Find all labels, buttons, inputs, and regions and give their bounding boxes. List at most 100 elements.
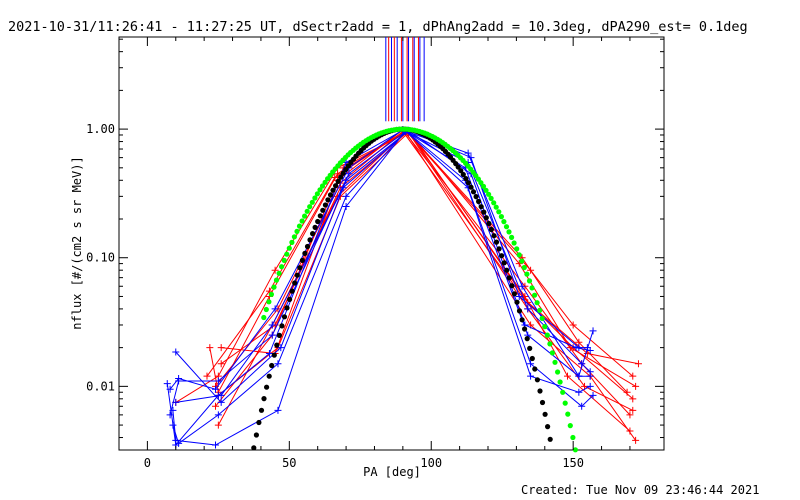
- fit-green-dot-16: [302, 213, 308, 219]
- fit-black-dot-91: [483, 215, 489, 221]
- x-tick-label-0: 0: [144, 456, 151, 470]
- fit-green-dot-114: [552, 359, 558, 365]
- series-15-point-8: [583, 344, 591, 352]
- series-9-point-7: [518, 282, 526, 290]
- fit-green-dot-15: [299, 218, 305, 224]
- fit-curve-green: [261, 126, 579, 453]
- series-5-point-0: [203, 372, 211, 380]
- series-0-point-2: [271, 266, 279, 274]
- fit-green-dot-92: [496, 209, 502, 215]
- fit-green-dot-94: [501, 219, 507, 225]
- fit-green-dot-103: [524, 271, 530, 277]
- series-10-point-4: [345, 170, 353, 178]
- fit-green-dot-99: [514, 246, 520, 252]
- fit-curves: [251, 126, 579, 453]
- fit-black-dot-33: [335, 178, 341, 184]
- series-13-point-1: [175, 375, 183, 383]
- series-0-point-6: [563, 372, 571, 380]
- series-10-point-2: [214, 377, 222, 385]
- fit-green-dot-110: [542, 324, 548, 330]
- chart-title: 2021-10-31/11:26:41 - 11:27:25 UT, dSect…: [8, 19, 748, 35]
- fit-green-dot-2: [266, 299, 272, 305]
- fit-green-dot-104: [526, 278, 533, 284]
- fit-black-dot-26: [317, 213, 323, 219]
- series-line-9: [166, 129, 594, 447]
- x-tick-label-3: 150: [562, 456, 584, 470]
- series-1-point-0: [206, 344, 214, 352]
- fit-black-dot-90: [481, 209, 487, 215]
- fit-green-dot-5: [273, 277, 280, 283]
- series-10-point-0: [166, 411, 174, 419]
- fit-green-dot-0: [261, 314, 267, 321]
- fit-green-dot-20: [312, 195, 318, 201]
- fit-black-dot-103: [514, 299, 520, 305]
- fit-green-dot-120: [567, 423, 573, 429]
- series-15-point-6: [515, 292, 523, 300]
- fit-green-dot-89: [488, 195, 494, 201]
- fit-black-dot-80: [455, 164, 461, 170]
- fit-black-dot-31: [330, 187, 336, 193]
- fit-black-dot-86: [470, 189, 477, 195]
- series-1-point-7: [629, 372, 637, 380]
- fit-green-dot-117: [560, 389, 566, 395]
- fit-green-dot-19: [309, 199, 315, 205]
- series-12-point-0: [172, 348, 180, 356]
- fit-black-dot-107: [524, 336, 530, 342]
- series-10-point-7: [524, 305, 532, 313]
- series-6-point-6: [634, 360, 642, 368]
- series-line-14: [172, 130, 594, 445]
- fit-black-dot-106: [522, 326, 528, 332]
- fit-black-dot-35: [340, 170, 346, 176]
- fit-black-dot-99: [504, 267, 510, 273]
- series-13-point-9: [586, 372, 594, 380]
- series-line-6: [221, 130, 639, 365]
- fit-black-dot-95: [493, 239, 500, 245]
- series-14-point-0: [169, 421, 177, 429]
- series-9-point-3: [265, 350, 273, 358]
- series-line-10: [169, 130, 591, 416]
- series-2-point-6: [632, 382, 640, 390]
- series-15-point-5: [467, 154, 475, 162]
- fit-green-dot-108: [537, 307, 543, 313]
- series-14-point-7: [527, 360, 535, 368]
- fit-green-dot-6: [276, 270, 282, 276]
- y-tick-label-2: 1.00: [86, 122, 115, 136]
- series-15-point-7: [575, 344, 583, 352]
- fit-black-dot-2: [256, 419, 262, 426]
- fit-green-dot-8: [281, 257, 287, 263]
- fit-black-dot-17: [294, 272, 300, 278]
- fit-green-dot-4: [271, 284, 277, 290]
- fit-green-dot-98: [511, 240, 517, 246]
- fit-black-dot-10: [276, 332, 282, 338]
- series-6-point-0: [217, 344, 225, 352]
- series-13-point-2: [212, 385, 220, 393]
- y-tick-label-0: 0.01: [86, 379, 115, 393]
- fit-black-dot-28: [322, 202, 328, 208]
- fit-black-dot-110: [532, 366, 538, 372]
- series-14-point-1: [175, 439, 183, 447]
- series-3-point-0: [212, 402, 220, 410]
- series-14-point-4: [342, 192, 350, 200]
- series-7-point-0: [214, 421, 222, 429]
- fit-green-dot-90: [491, 200, 497, 206]
- fit-black-dot-20: [302, 250, 308, 256]
- fit-green-dot-14: [296, 223, 303, 229]
- fit-black-dot-21: [304, 243, 311, 250]
- x-tick-label-1: 50: [282, 456, 296, 470]
- fit-black-dot-111: [534, 377, 541, 383]
- series-15-point-3: [339, 184, 347, 192]
- data-series: [163, 126, 642, 449]
- series-11-point-4: [342, 203, 350, 211]
- series-11-point-8: [575, 388, 583, 396]
- axes: 0 50 100 150 0.01 0.10 1.00: [86, 37, 664, 470]
- fit-black-dot-22: [307, 237, 313, 243]
- fit-green-dot-107: [534, 300, 540, 306]
- series-11-point-3: [274, 406, 282, 414]
- series-15-point-2: [268, 321, 276, 329]
- vertical-markers: [385, 37, 425, 122]
- fit-green-dot-23: [319, 183, 326, 189]
- fit-green-dot-112: [547, 341, 553, 347]
- fit-black-dot-112: [537, 388, 543, 394]
- fit-black-dot-116: [547, 436, 553, 442]
